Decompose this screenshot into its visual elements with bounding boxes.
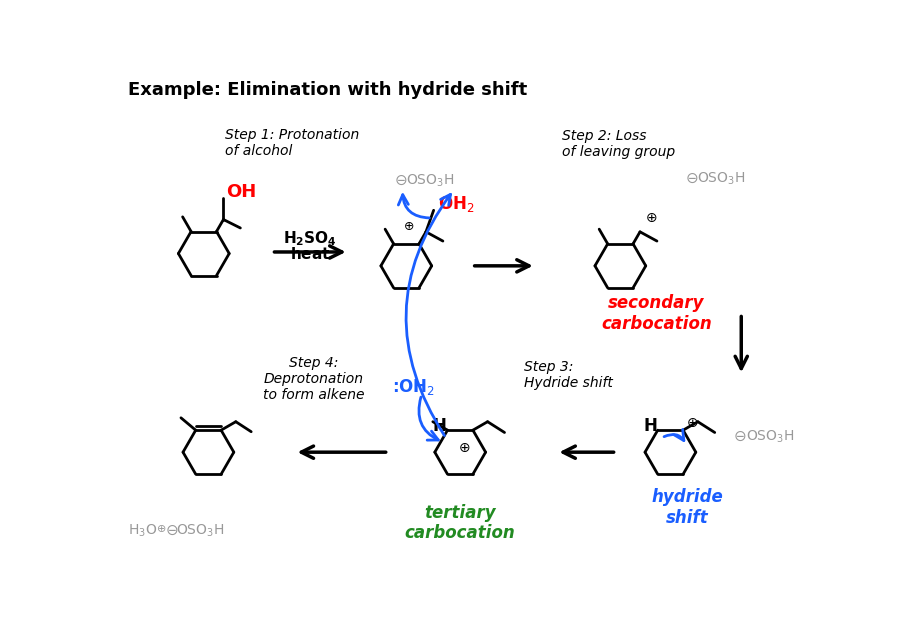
Text: secondary
carbocation: secondary carbocation — [601, 294, 712, 333]
Text: $\oplus$: $\oplus$ — [644, 211, 657, 225]
Text: Step 1: Protonation
of alcohol: Step 1: Protonation of alcohol — [225, 127, 360, 158]
Text: H$_3$O: H$_3$O — [128, 522, 158, 539]
Text: H: H — [432, 417, 447, 434]
Text: tertiary
carbocation: tertiary carbocation — [405, 504, 515, 542]
Text: $\oplus$: $\oplus$ — [157, 523, 167, 534]
Text: Step 3:
Hydride shift: Step 3: Hydride shift — [524, 360, 613, 390]
Text: $\ominus$: $\ominus$ — [733, 429, 747, 444]
Text: OSO$_3$H: OSO$_3$H — [176, 522, 224, 539]
Text: $\ominus$: $\ominus$ — [395, 173, 408, 188]
Text: $\oplus$: $\oplus$ — [403, 220, 414, 233]
Text: Step 4:
Deprotonation
to form alkene: Step 4: Deprotonation to form alkene — [263, 356, 365, 402]
Text: :OH$_2$: :OH$_2$ — [393, 377, 435, 397]
Text: $\ominus$: $\ominus$ — [684, 172, 698, 187]
Text: OSO$_3$H: OSO$_3$H — [407, 172, 455, 188]
Text: $\oplus$: $\oplus$ — [686, 416, 699, 429]
Text: $\mathbf{H_2SO_4}$: $\mathbf{H_2SO_4}$ — [283, 230, 337, 248]
Text: hydride
shift: hydride shift — [652, 488, 723, 527]
Text: OSO$_3$H: OSO$_3$H — [746, 429, 795, 445]
Text: OSO$_3$H: OSO$_3$H — [697, 170, 746, 187]
Text: Step 2: Loss
of leaving group: Step 2: Loss of leaving group — [561, 129, 675, 159]
Text: OH: OH — [226, 183, 256, 201]
Text: H: H — [643, 417, 657, 436]
Text: $\oplus$: $\oplus$ — [458, 441, 470, 456]
Text: Example: Elimination with hydride shift: Example: Elimination with hydride shift — [128, 81, 527, 99]
Text: $\ominus$: $\ominus$ — [165, 523, 178, 539]
Text: OH$_2$: OH$_2$ — [438, 194, 475, 214]
Text: $\mathbf{heat}$: $\mathbf{heat}$ — [290, 245, 330, 261]
